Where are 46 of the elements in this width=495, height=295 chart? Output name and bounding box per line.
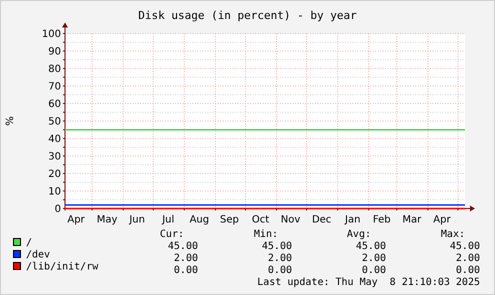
text: 45.00 xyxy=(262,241,292,252)
x-tick-label: Apr xyxy=(67,214,86,226)
y-tick-label: 10 xyxy=(48,186,61,198)
x-tick-label: Oct xyxy=(252,214,270,226)
x-tick-label: Apr xyxy=(433,214,452,226)
chart-title: Disk usage (in percent) - by year xyxy=(138,9,358,22)
text: Last update: Thu May 8 21:10:03 2025 xyxy=(257,277,480,288)
x-tick-label: Jan xyxy=(344,214,360,226)
text: Avg: xyxy=(346,229,371,240)
x-tick-label: May xyxy=(96,214,118,226)
text: Min: xyxy=(254,229,278,240)
y-tick-label: 80 xyxy=(48,64,61,75)
y-tick-label: 30 xyxy=(48,152,61,162)
y-tick-label: 60 xyxy=(48,99,61,110)
x-tick-label: Aug xyxy=(190,214,210,226)
y-axis-title: % xyxy=(5,116,16,126)
text: 45.00 xyxy=(450,241,480,252)
x-tick-label: Mar xyxy=(402,214,422,226)
text: 2.00 xyxy=(174,253,198,264)
x-tick-label: Feb xyxy=(372,214,391,226)
text: 0.00 xyxy=(456,265,480,276)
y-tick-label: 40 xyxy=(48,134,61,145)
x-tick-label: Jul xyxy=(161,214,174,226)
y-tick-label: 90 xyxy=(48,46,61,58)
text: 0.00 xyxy=(362,265,386,276)
legend-label: /dev xyxy=(26,250,50,260)
x-tick-label: Jun xyxy=(128,214,145,226)
text: 2.00 xyxy=(268,253,292,264)
text: 2.00 xyxy=(456,253,480,264)
text: 45.00 xyxy=(168,241,198,252)
text: 0.00 xyxy=(174,265,198,276)
y-tick-label: 0 xyxy=(54,204,61,215)
text: 0.00 xyxy=(268,265,292,276)
x-tick-label: Dec xyxy=(312,214,332,226)
text: 45.00 xyxy=(356,241,386,252)
y-tick-label: 20 xyxy=(48,169,61,180)
text: Cur: xyxy=(160,229,184,240)
x-tick-label: Nov xyxy=(280,214,300,226)
y-tick-label: 50 xyxy=(48,116,61,128)
y-tick-label: 70 xyxy=(48,82,61,92)
legend-label: /lib/init/rw xyxy=(26,262,100,272)
text: 2.00 xyxy=(362,253,386,264)
legend-label: / xyxy=(26,238,32,248)
text: Max: xyxy=(440,229,465,240)
y-tick-label: 100 xyxy=(42,29,61,40)
x-tick-label: Sep xyxy=(220,214,239,226)
